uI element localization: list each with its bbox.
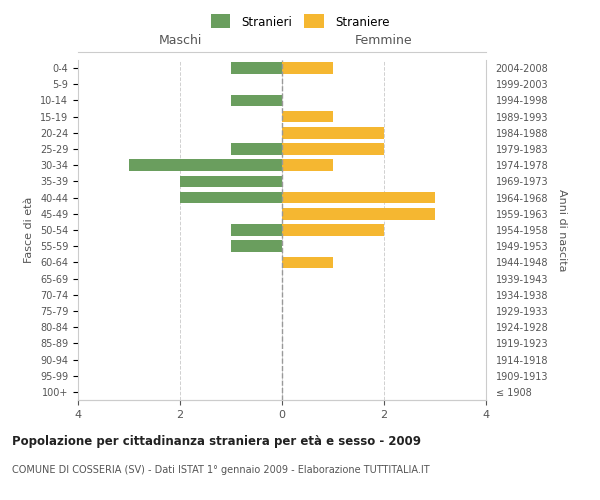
- Text: COMUNE DI COSSERIA (SV) - Dati ISTAT 1° gennaio 2009 - Elaborazione TUTTITALIA.I: COMUNE DI COSSERIA (SV) - Dati ISTAT 1° …: [12, 465, 430, 475]
- Bar: [282, 256, 333, 268]
- Bar: [180, 176, 282, 188]
- Bar: [231, 143, 282, 155]
- Text: Maschi: Maschi: [158, 34, 202, 48]
- Bar: [231, 94, 282, 106]
- Bar: [282, 111, 333, 122]
- Bar: [282, 192, 435, 203]
- Bar: [282, 127, 384, 138]
- Bar: [282, 160, 333, 171]
- Text: Popolazione per cittadinanza straniera per età e sesso - 2009: Popolazione per cittadinanza straniera p…: [12, 435, 421, 448]
- Bar: [129, 160, 282, 171]
- Text: Femmine: Femmine: [355, 34, 413, 48]
- Bar: [282, 143, 384, 155]
- Bar: [231, 240, 282, 252]
- Y-axis label: Fasce di età: Fasce di età: [25, 197, 34, 263]
- Bar: [282, 208, 435, 220]
- Bar: [282, 62, 333, 74]
- Y-axis label: Anni di nascita: Anni di nascita: [557, 188, 567, 271]
- Bar: [231, 224, 282, 236]
- Legend: Stranieri, Straniere: Stranieri, Straniere: [206, 11, 394, 34]
- Bar: [231, 62, 282, 74]
- Bar: [282, 224, 384, 236]
- Bar: [180, 192, 282, 203]
